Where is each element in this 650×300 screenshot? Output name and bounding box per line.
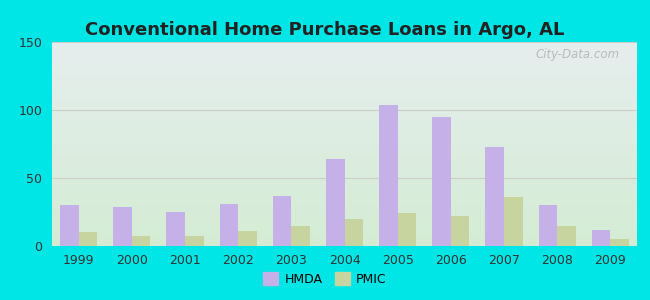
Bar <box>398 213 416 246</box>
Bar <box>326 159 344 246</box>
Bar <box>504 197 523 246</box>
Bar <box>132 236 150 246</box>
Bar <box>344 219 363 246</box>
Bar <box>557 226 576 246</box>
Bar <box>238 231 257 246</box>
Bar <box>60 205 79 246</box>
Bar <box>379 105 398 246</box>
Bar <box>486 147 504 246</box>
Bar <box>185 236 203 246</box>
Bar <box>79 232 97 246</box>
Bar <box>220 204 238 246</box>
Bar <box>592 230 610 246</box>
Text: City-Data.com: City-Data.com <box>536 48 619 61</box>
Bar <box>539 205 557 246</box>
Bar <box>291 226 310 246</box>
Bar <box>166 212 185 246</box>
Legend: HMDA, PMIC: HMDA, PMIC <box>258 267 392 291</box>
Bar <box>273 196 291 246</box>
Bar <box>432 117 451 246</box>
Text: Conventional Home Purchase Loans in Argo, AL: Conventional Home Purchase Loans in Argo… <box>85 21 565 39</box>
Bar <box>610 239 629 246</box>
Bar <box>113 207 132 246</box>
Bar <box>451 216 469 246</box>
